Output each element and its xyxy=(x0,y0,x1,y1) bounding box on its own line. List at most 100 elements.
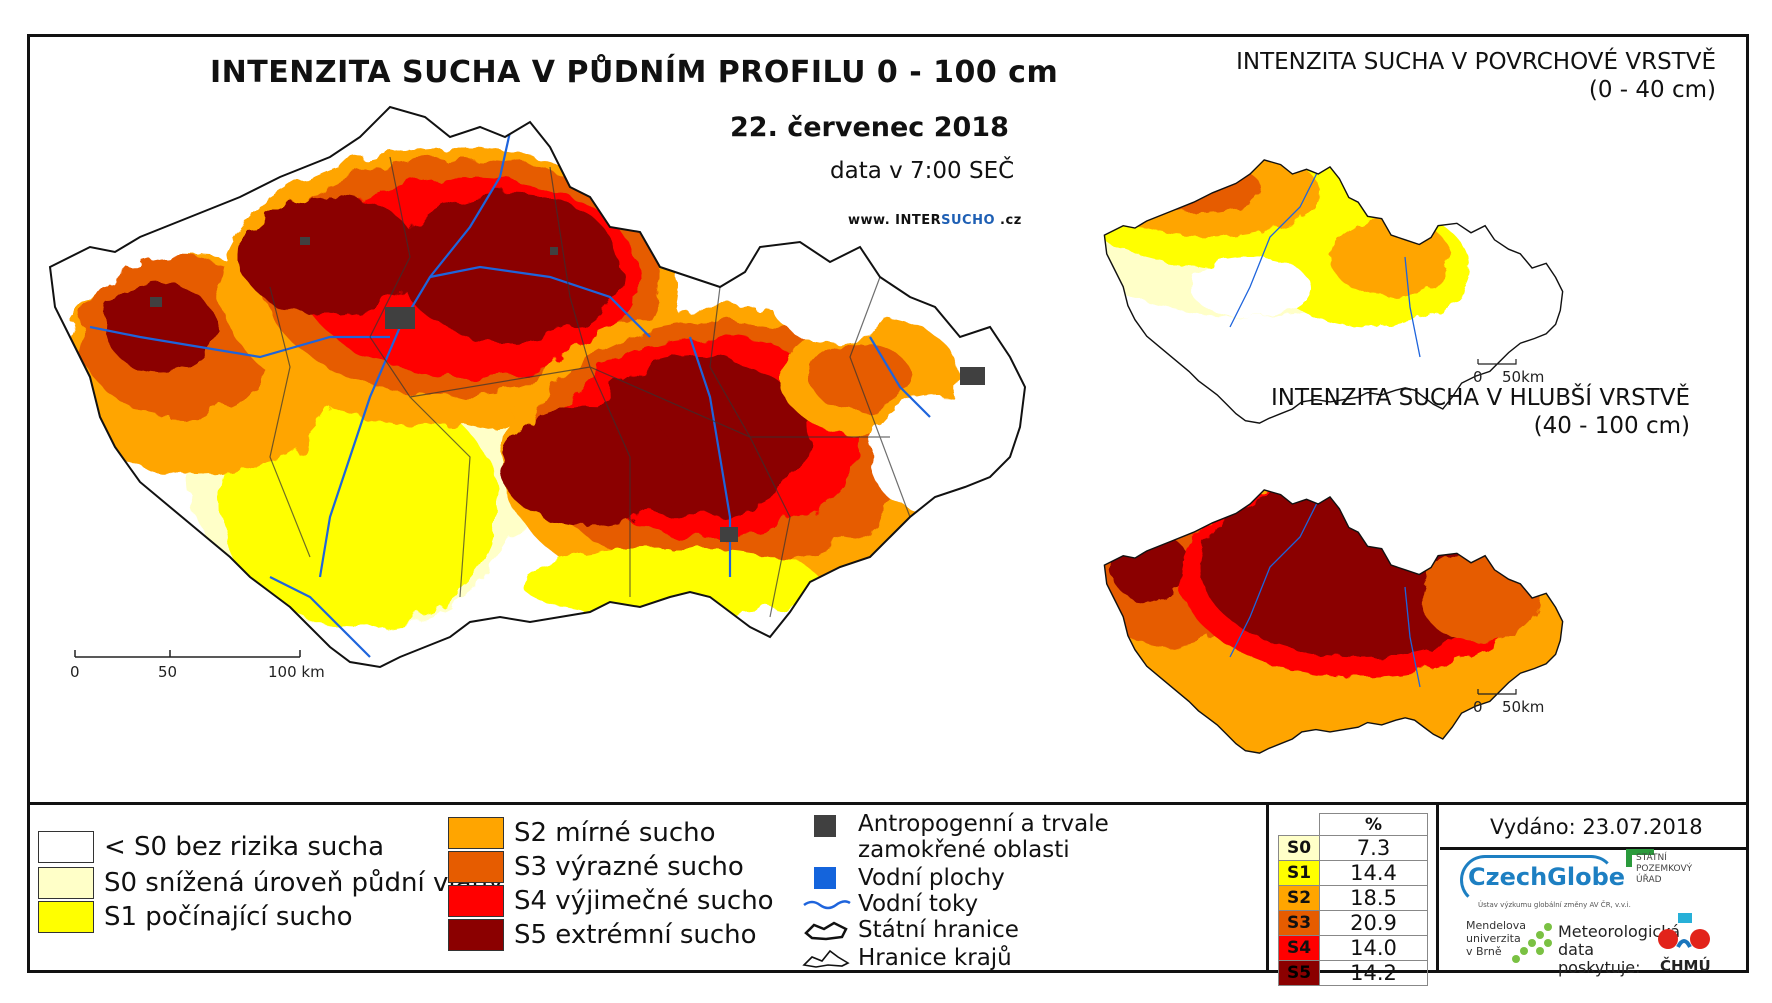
percent-value: 14.2 xyxy=(1319,960,1428,986)
inset2-scale-50: 50km xyxy=(1502,698,1544,716)
percent-code: S2 xyxy=(1278,885,1320,911)
web-link[interactable]: www. INTERSUCHO .cz xyxy=(848,213,1022,228)
spu-line: POZEMKOVÝ xyxy=(1636,864,1693,874)
issued-date: Vydáno: 23.07.2018 xyxy=(1490,815,1703,839)
legend-label: S1 počínající sucho xyxy=(104,902,353,932)
legend-label: S2 mírné sucho xyxy=(514,818,716,848)
swatch-s0 xyxy=(38,867,94,899)
region-border-icon xyxy=(802,949,850,968)
inset1-scale-0: 0 xyxy=(1473,368,1483,386)
swatch-s5 xyxy=(448,919,504,951)
legend-class-s3: S3 výrazné sucho xyxy=(448,851,744,883)
czechglobe-logo: CzechGlobe xyxy=(1468,863,1626,891)
scale-100: 100 km xyxy=(268,663,325,681)
inset1-subtitle: (0 - 40 cm) xyxy=(1588,77,1716,103)
percent-row-s5: S5 14.2 xyxy=(1278,960,1428,986)
legend-symbol-state: Státní hranice xyxy=(802,917,1019,943)
legend: < S0 bez rizika sucha S0 snížená úroveň … xyxy=(30,805,1746,986)
percent-code: S5 xyxy=(1278,960,1320,986)
spu-logo-icon xyxy=(1626,849,1654,867)
state-border-icon xyxy=(804,921,848,941)
main-time: data v 7:00 SEČ xyxy=(830,158,1015,184)
map-frame: 0 50 100 km xyxy=(27,34,1749,986)
main-scale-bar: 0 50 100 km xyxy=(70,650,325,681)
percent-header: % xyxy=(1319,813,1428,836)
symbol-label: Antropogenní a trvale xyxy=(858,811,1109,837)
inset2-scale-0: 0 xyxy=(1473,698,1483,716)
maps-svg: 0 50 100 km xyxy=(49,106,1564,754)
legend-class-s5: S5 extrémní sucho xyxy=(448,919,757,951)
inset1-title: INTENZITA SUCHA V POVRCHOVÉ VRSTVĚ xyxy=(1236,49,1716,75)
legend-label: S4 výjimečné sucho xyxy=(514,886,774,916)
legend-class-s1: S1 počínající sucho xyxy=(38,901,353,933)
legend-symbol-urban: Antropogenní a trvale zamokřené oblasti xyxy=(814,811,1109,863)
percent-value: 7.3 xyxy=(1319,835,1428,861)
percent-table: % S0 7.3 S1 14.4 S2 18.5 S3 20.9 S4 14.0 S5 14… xyxy=(1278,813,1428,986)
percent-code: S4 xyxy=(1278,935,1320,961)
main-date: 22. červenec 2018 xyxy=(730,112,1009,143)
percent-row-s3: S3 20.9 xyxy=(1278,910,1428,936)
legend-label: S5 extrémní sucho xyxy=(514,920,757,950)
legend-class-s0: S0 snížená úroveň půdní vláhy xyxy=(38,867,503,899)
legend-class-s2: S2 mírné sucho xyxy=(448,817,716,849)
meteo-line: data xyxy=(1558,940,1595,959)
blue-square-icon xyxy=(814,867,836,889)
legend-separator xyxy=(1436,805,1439,973)
river-line-icon xyxy=(803,900,851,910)
czechglobe-subtitle: Ústav výzkumu globální změny AV ČR, v.v.… xyxy=(1478,901,1631,909)
spu-line: ÚŘAD xyxy=(1636,875,1662,885)
percent-value: 14.0 xyxy=(1319,935,1428,961)
meteo-text: Meteorologická data poskytuje: xyxy=(1558,923,1680,977)
inset2-title: INTENZITA SUCHA V HLUBŠÍ VRSTVĚ xyxy=(1271,385,1690,411)
percent-value: 14.4 xyxy=(1319,860,1428,886)
percent-code: S3 xyxy=(1278,910,1320,936)
chmu-logo-icon xyxy=(1658,913,1710,949)
percent-row-s1: S1 14.4 xyxy=(1278,860,1428,886)
percent-row-s0: S0 7.3 xyxy=(1278,835,1428,861)
scale-50: 50 xyxy=(158,663,177,681)
legend-symbol-region: Hranice krajů xyxy=(802,945,1012,971)
swatch-s2 xyxy=(448,817,504,849)
meteo-line: poskytuje: xyxy=(1558,958,1641,977)
percent-header-row: % xyxy=(1279,813,1428,836)
symbol-label: Vodní plochy xyxy=(858,865,1005,891)
mendel-dots-icon xyxy=(1512,923,1552,963)
legend-label: S0 snížená úroveň půdní vláhy xyxy=(104,868,504,898)
percent-value: 20.9 xyxy=(1319,910,1428,936)
percent-row-s4: S4 14.0 xyxy=(1278,935,1428,961)
legend-symbol-water: Vodní plochy xyxy=(814,865,1005,891)
swatch-s4 xyxy=(448,885,504,917)
scale-0: 0 xyxy=(70,663,80,681)
main-title: INTENZITA SUCHA V PŮDNÍM PROFILU 0 - 100… xyxy=(210,55,1059,90)
swatch-s3 xyxy=(448,851,504,883)
legend-label: < S0 bez rizika sucha xyxy=(104,832,385,862)
mendel-logo-text: Mendelova univerzita v Brně xyxy=(1466,919,1526,958)
symbol-label: Státní hranice xyxy=(858,917,1019,943)
symbol-label: Hranice krajů xyxy=(858,945,1012,971)
mendel-line: v Brně xyxy=(1466,945,1502,958)
footer-separator xyxy=(1440,847,1746,850)
legend-divider xyxy=(30,802,1746,805)
legend-separator xyxy=(1266,805,1269,973)
mendel-line: Mendelova xyxy=(1466,919,1527,932)
swatch-none xyxy=(38,831,94,863)
legend-label: S3 výrazné sucho xyxy=(514,852,744,882)
inset2-subtitle: (40 - 100 cm) xyxy=(1533,413,1690,439)
percent-code: S1 xyxy=(1278,860,1320,886)
percent-value: 18.5 xyxy=(1319,885,1428,911)
chmu-logo-text: ČHMÚ xyxy=(1660,957,1711,975)
legend-symbol-river: Vodní toky xyxy=(802,891,978,917)
czechglobe-ring-icon xyxy=(1460,855,1616,905)
legend-class-none: < S0 bez rizika sucha xyxy=(38,831,384,863)
gray-square-icon xyxy=(814,815,836,837)
percent-code: S0 xyxy=(1278,835,1320,861)
inset-map-deep: 0 50km xyxy=(1103,489,1564,754)
percent-row-s2: S2 18.5 xyxy=(1278,885,1428,911)
spu-logo-text: STÁTNÍ POZEMKOVÝ ÚŘAD xyxy=(1636,853,1692,886)
mendel-line: univerzita xyxy=(1466,932,1521,945)
spu-line: STÁTNÍ xyxy=(1636,853,1667,863)
swatch-s1 xyxy=(38,901,94,933)
meteo-line: Meteorologická xyxy=(1558,922,1680,941)
symbol-label-2: zamokřené oblasti xyxy=(858,837,1070,863)
symbol-label: Vodní toky xyxy=(858,891,979,917)
